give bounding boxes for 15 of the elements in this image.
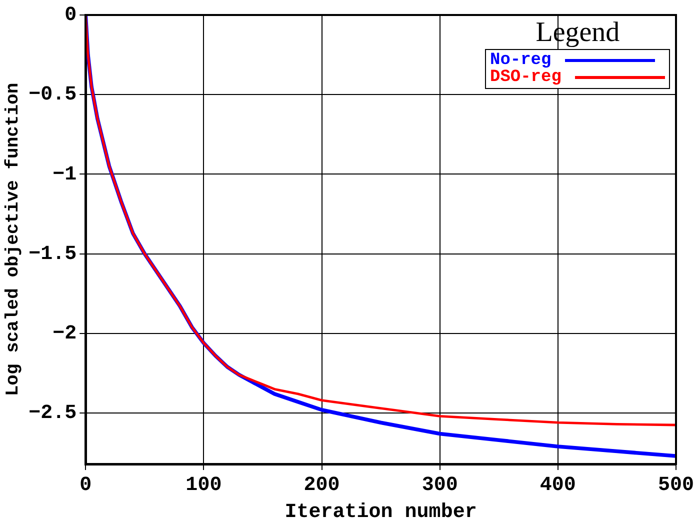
y-tick-label: −0.5 xyxy=(28,84,77,107)
x-tick-label: 0 xyxy=(80,474,92,498)
y-tick-label: −2.5 xyxy=(28,402,77,426)
y-tick-label: −1.5 xyxy=(28,242,77,266)
x-tick-label: 300 xyxy=(422,474,458,498)
x-tick-label: 400 xyxy=(540,474,576,498)
x-tick-label: 100 xyxy=(186,474,222,498)
y-axis-title: Log scaled objective function xyxy=(3,82,24,396)
x-tick-label: 200 xyxy=(304,474,340,498)
y-tick-label: −1 xyxy=(52,163,77,186)
x-axis-title: Iteration number xyxy=(284,501,477,524)
y-tick-label: 0 xyxy=(64,4,77,28)
y-tick-label: −2 xyxy=(52,322,77,346)
x-tick-label: 500 xyxy=(658,474,694,498)
legend-frame: No-reg DSO-reg xyxy=(485,49,670,89)
